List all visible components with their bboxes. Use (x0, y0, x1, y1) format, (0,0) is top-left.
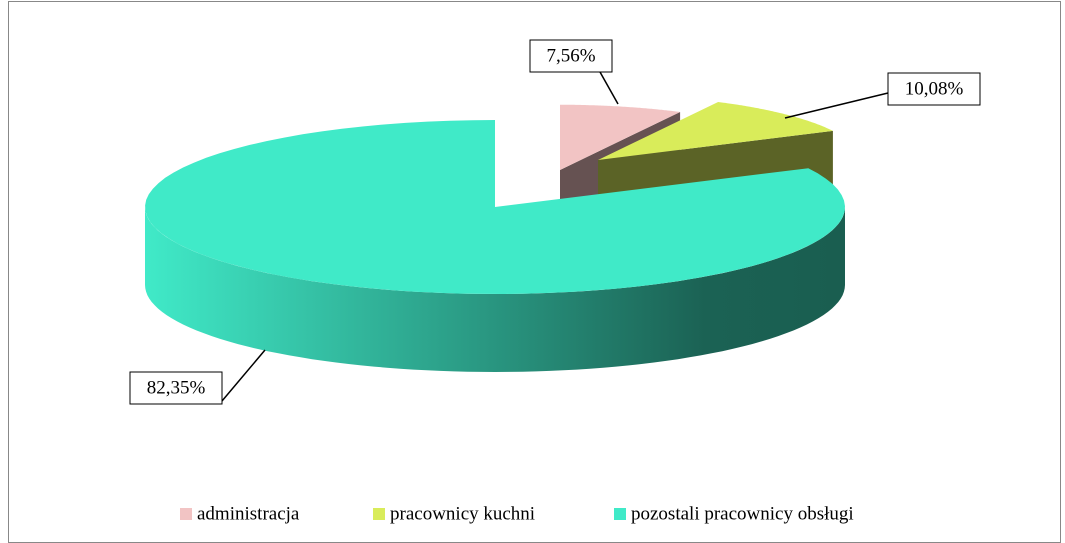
slice (560, 104, 681, 170)
legend-label: administracja (197, 503, 300, 524)
slice (145, 120, 846, 294)
legend-swatch (373, 508, 385, 520)
slice (598, 102, 833, 160)
legend-swatch (614, 508, 626, 520)
leader-line (784, 92, 889, 119)
legend-label: pozostali pracownicy obsługi (631, 503, 854, 524)
label-box (129, 371, 223, 405)
label-box (887, 72, 981, 106)
data-label: 10,08% (905, 78, 964, 99)
legend-label: pracownicy kuchni (390, 503, 535, 524)
leader-line (221, 349, 266, 402)
label-box (529, 39, 613, 73)
legend-swatch (180, 508, 192, 520)
data-label: 7,56% (546, 45, 595, 66)
slice-wall (145, 207, 845, 372)
leader-line (599, 71, 619, 105)
data-label: 82,35% (147, 377, 206, 398)
